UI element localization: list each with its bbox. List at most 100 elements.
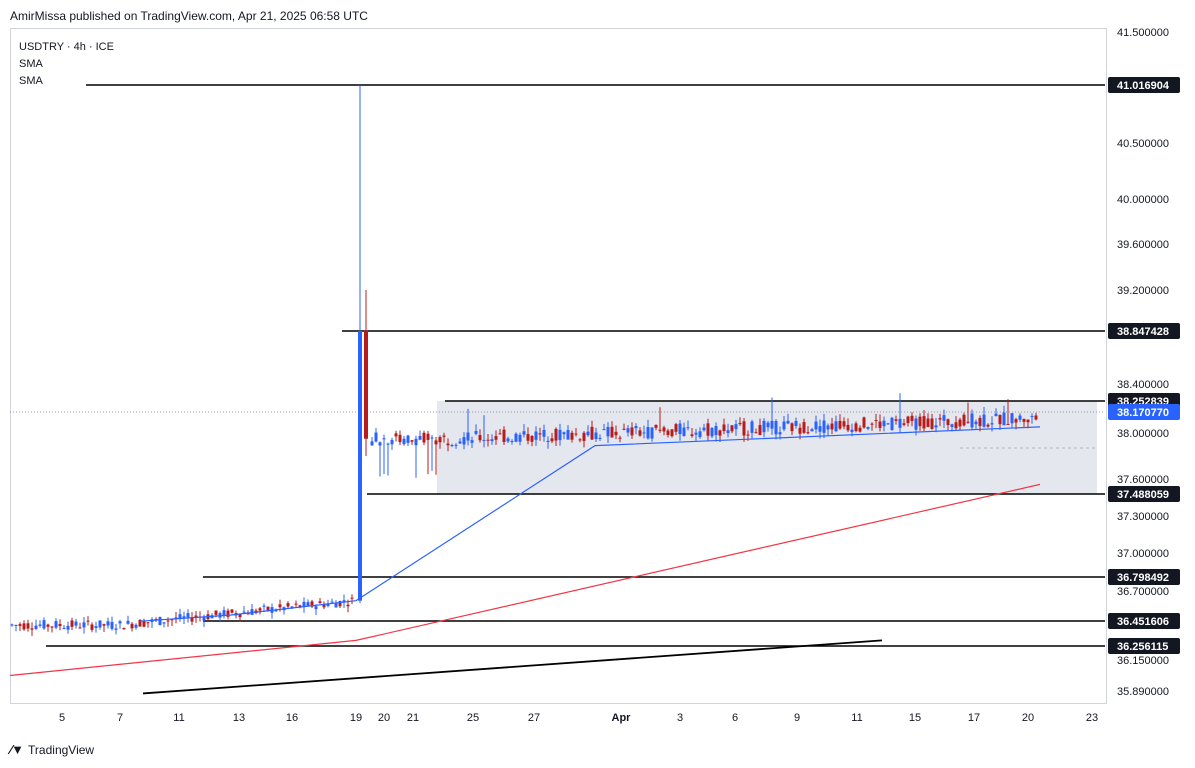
candle-body [258, 608, 262, 611]
candle-body [446, 443, 450, 446]
candle-body [734, 424, 738, 430]
candle-body [726, 430, 730, 434]
candle-body [798, 427, 802, 434]
candle-body [638, 430, 642, 436]
candle-body [646, 426, 650, 439]
candle-body [30, 628, 34, 630]
candle-body [330, 601, 334, 603]
candle-body [54, 621, 58, 628]
tradingview-logo-icon: ⁄▼ [10, 742, 24, 757]
candle-body [766, 422, 770, 428]
candle-body [614, 431, 618, 436]
candle-body [130, 623, 134, 629]
candle-body [134, 624, 138, 628]
x-tick-label: 20 [1022, 712, 1034, 724]
candle-body [222, 610, 226, 617]
candle-body [386, 443, 390, 445]
candle-body [1006, 424, 1010, 426]
candle-body [746, 434, 750, 436]
candle-body [586, 431, 590, 436]
candle-body [606, 426, 610, 437]
x-tick-label: 25 [467, 712, 479, 724]
candle-body [158, 617, 162, 626]
candle-body [918, 416, 922, 427]
candle-body [870, 423, 874, 425]
price-label-3: 38.170770 [1117, 407, 1169, 419]
candle-body [70, 620, 74, 627]
candle-body [678, 423, 682, 435]
candle-body [318, 601, 322, 604]
candle-body [750, 421, 754, 433]
price-label-bg-1 [1108, 323, 1180, 339]
indicator-sma-2[interactable]: SMA [19, 75, 43, 87]
candle-body [974, 421, 978, 425]
indicator-sma-1[interactable]: SMA [19, 58, 43, 70]
candle-body [778, 432, 782, 435]
tradingview-logo[interactable]: ⁄▼ TradingView [10, 742, 94, 757]
candle-body [94, 626, 98, 628]
candle-body [78, 627, 82, 629]
candle-body [630, 427, 634, 436]
candle-body [962, 414, 966, 426]
candle-body [642, 432, 646, 434]
candle-body [850, 429, 854, 433]
candle-body [574, 433, 578, 435]
candle-body [10, 624, 14, 626]
y-tick-label: 41.500000 [1117, 27, 1169, 39]
candle-body [474, 430, 478, 434]
x-tick-label: 21 [407, 712, 419, 724]
candle-body [942, 415, 946, 421]
candle-body [190, 618, 194, 622]
candle-body [818, 426, 822, 432]
series-sma_fast [139, 426, 1041, 622]
candle-body [194, 615, 198, 619]
chart-area[interactable] [10, 28, 1107, 704]
candle-body [590, 426, 594, 440]
candle-body [470, 440, 474, 443]
candle-body [454, 444, 458, 446]
candle-body [698, 431, 702, 438]
candle-body [290, 606, 294, 608]
y-tick-label: 38.000000 [1117, 428, 1169, 440]
candle-body [22, 623, 26, 630]
candle-body [826, 425, 830, 430]
candle-body [1030, 415, 1034, 417]
candle-body [830, 423, 834, 430]
candle-body [674, 424, 678, 432]
candle-body [774, 420, 778, 435]
candle-body [514, 433, 518, 442]
y-tick-label: 40.500000 [1117, 138, 1169, 150]
candle-body [558, 429, 562, 441]
candle-body [874, 420, 878, 422]
candle-body [978, 417, 982, 427]
candle-body [82, 622, 86, 628]
x-tick-label: 19 [350, 712, 362, 724]
candle-body [898, 418, 902, 428]
y-tick-label: 35.890000 [1117, 686, 1169, 698]
candle-body [658, 429, 662, 431]
candle-body [598, 437, 602, 439]
candle-body [42, 620, 46, 629]
x-tick-label: 15 [909, 712, 921, 724]
candle-body [546, 440, 550, 443]
candle-body [310, 601, 314, 607]
candle-body [202, 617, 206, 621]
candle-body [462, 437, 466, 445]
candle-body [14, 624, 18, 626]
candle-body [634, 426, 638, 429]
publisher-caption: AmirMissa published on TradingView.com, … [10, 9, 368, 23]
candle-body [438, 437, 442, 443]
candle-body [1002, 412, 1006, 426]
candle-body [602, 429, 606, 431]
candle-body [370, 441, 374, 446]
symbol-label[interactable]: USDTRY · 4h · ICE [19, 41, 114, 53]
candle-body [118, 621, 122, 624]
candle-body [934, 425, 938, 428]
x-tick-label: 23 [1086, 712, 1098, 724]
candle-body [694, 432, 698, 435]
candle-body [578, 439, 582, 441]
candle-body [26, 623, 30, 629]
candle-body [534, 431, 538, 440]
candle-body [186, 613, 190, 618]
